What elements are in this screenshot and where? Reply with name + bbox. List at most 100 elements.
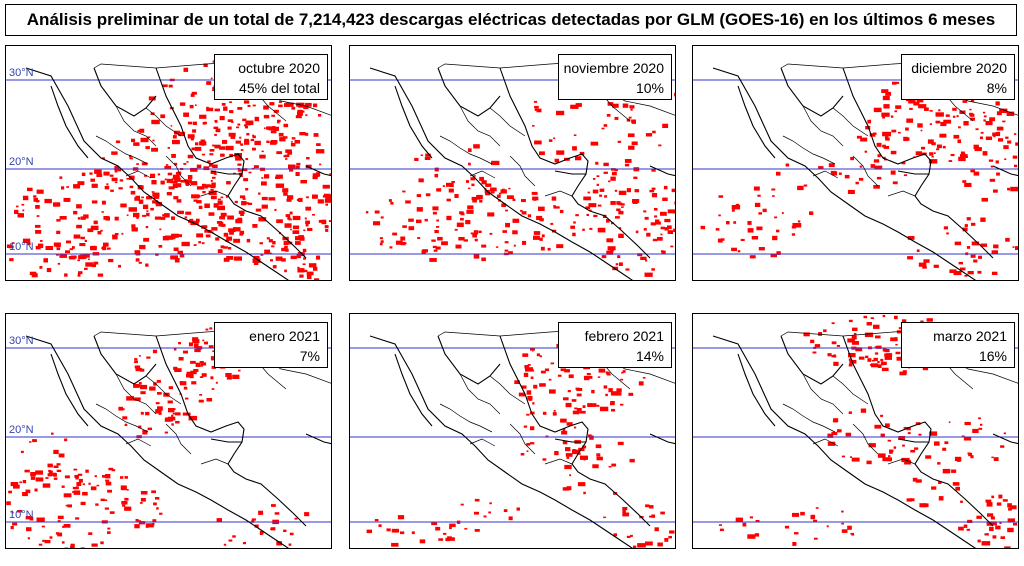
coastline [992,433,1018,445]
month-label: marzo 2021 [933,328,1007,344]
coastline [780,67,844,117]
coastline [897,170,929,175]
coastline [897,438,929,443]
coastline [437,67,501,117]
percentage-label: 16% [978,348,1007,364]
state-border [802,105,844,147]
month-label: enero 2021 [249,328,320,344]
latitude-label-10n: 10°N [9,509,34,521]
map-panel-noviembre-2020: noviembre 2020 10% [349,45,676,281]
state-border [200,190,229,197]
month-label-box: marzo 2021 16% [901,322,1015,368]
percentage-label: 10% [635,80,664,96]
state-border [200,458,229,465]
state-border [544,190,573,197]
state-border [812,170,839,179]
state-border [802,373,844,415]
lightning-density [365,82,675,277]
percentage-label: 14% [635,348,664,364]
lightning-density [6,327,310,548]
month-label: noviembre 2020 [563,60,664,76]
state-border [782,135,836,165]
state-border [852,155,879,187]
lightning-density [700,74,1018,277]
lightning-map [6,60,331,280]
state-border [115,105,157,147]
state-border [832,375,869,405]
coastline [93,67,157,117]
month-label-box: octubre 2020 45% del total [214,54,328,100]
map-panel-octubre-2020: 30°N 20°N 10°N octubre 2020 45% del tota… [5,45,332,281]
coastline [210,170,242,175]
state-border [459,373,501,415]
state-border [489,375,526,405]
state-border [509,423,536,455]
coastline [93,335,157,385]
month-label: diciembre 2020 [911,60,1007,76]
map-panel-diciembre-2020: diciembre 2020 8% [692,45,1019,281]
state-border [125,170,152,179]
state-border [489,107,526,137]
latitude-label-20n: 20°N [9,156,34,168]
percentage-label: 45% del total [239,80,320,96]
coastline [649,433,675,445]
month-label-box: febrero 2021 14% [558,322,672,368]
percentage-label: 7% [299,348,320,364]
state-border [459,105,501,147]
coastline [499,335,651,527]
month-label: octubre 2020 [238,60,320,76]
coastline [649,165,675,177]
coastline [394,85,433,159]
state-border [852,423,879,455]
coastline [155,67,307,259]
month-label-box: diciembre 2020 8% [901,54,1015,100]
coastline [499,67,651,259]
latitude-label-30n: 30°N [9,67,34,79]
coastline [712,335,976,548]
state-border [812,438,839,447]
coastline [155,335,307,527]
coastline [305,165,331,177]
state-border [165,423,192,455]
coastline [25,67,289,280]
coastline [50,353,89,427]
coastline [992,165,1018,177]
state-border [887,190,916,197]
coastline [50,85,89,159]
state-border [115,373,157,415]
state-border [145,107,182,137]
lightning-density [366,336,675,548]
coastline [369,67,633,280]
state-border [544,458,573,465]
state-border [125,438,152,447]
lightning-map [350,60,675,280]
latitude-label-10n: 10°N [9,241,34,253]
state-border [439,403,493,433]
coastline [437,335,501,385]
state-border [439,135,493,165]
latitude-label-30n: 30°N [9,335,34,347]
state-border [95,135,149,165]
state-border [165,155,192,187]
month-label-box: noviembre 2020 10% [558,54,672,100]
coastline [305,433,331,445]
figure-title: Análisis preliminar de un total de 7,214… [5,4,1017,36]
map-panel-enero-2021: 30°N 20°N 10°N enero 2021 7% [5,313,332,549]
coastline [210,438,242,443]
coastline [737,353,776,427]
state-border [509,155,536,187]
coastline [842,335,994,527]
state-border [469,170,496,179]
state-border [887,458,916,465]
coastline [737,85,776,159]
state-border [145,375,182,405]
latitude-label-20n: 20°N [9,424,34,436]
state-border [782,403,836,433]
month-label-box: enero 2021 7% [214,322,328,368]
month-label: febrero 2021 [584,328,664,344]
coastline [712,67,976,280]
coastline [842,67,994,259]
coastline [780,335,844,385]
coastline [25,335,289,548]
coastline [369,335,633,548]
